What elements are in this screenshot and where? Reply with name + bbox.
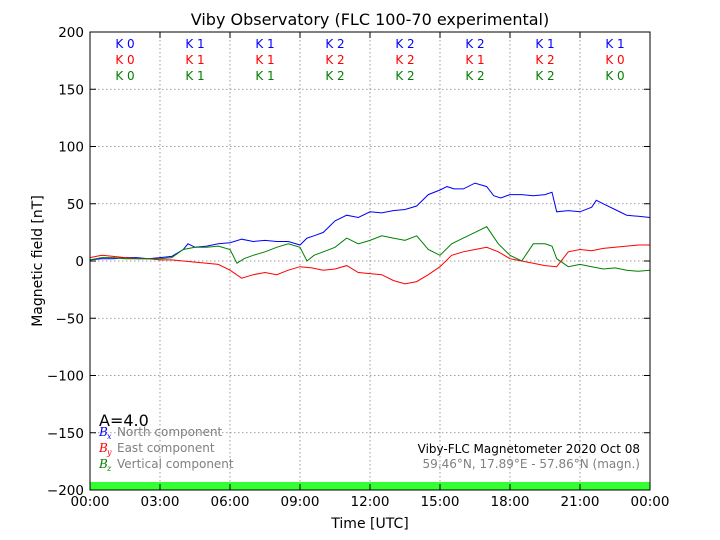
a-index-label: A=4.0 <box>99 411 149 430</box>
x-tick-label: 18:00 <box>491 494 530 510</box>
k-index-north: K 1 <box>255 37 274 51</box>
k-index-north: K 2 <box>325 37 344 51</box>
k-index-vertical: K 2 <box>395 69 414 83</box>
legend-label: Vertical component <box>117 457 234 471</box>
k-index-east: K 1 <box>465 53 484 67</box>
legend-label: North component <box>117 425 223 439</box>
legend-symbol: B <box>98 425 108 439</box>
legend-symbol: B <box>98 457 108 471</box>
location-info: 59.46°N, 17.89°E - 57.86°N (magn.) <box>423 457 640 471</box>
x-tick-label: 00:00 <box>71 494 110 510</box>
k-index-east: K 2 <box>325 53 344 67</box>
x-tick-label: 15:00 <box>421 494 460 510</box>
y-axis-label: Magnetic field [nT] <box>30 195 46 327</box>
k-index-vertical: K 2 <box>465 69 484 83</box>
k-index-east: K 2 <box>535 53 554 67</box>
series-line-north <box>89 182 651 261</box>
y-tick-label: −100 <box>47 369 84 385</box>
k-index-north: K 2 <box>465 37 484 51</box>
k-index-north: K 1 <box>535 37 554 51</box>
k-index-east: K 1 <box>185 53 204 67</box>
series-line-vertical <box>89 226 651 272</box>
k-index-north: K 1 <box>605 37 624 51</box>
series-line-east <box>89 244 650 285</box>
k-index-east: K 0 <box>605 53 624 67</box>
k-index-vertical: K 2 <box>535 69 554 83</box>
y-tick-label: 50 <box>67 197 84 213</box>
k-index-east: K 2 <box>395 53 414 67</box>
x-tick-label: 12:00 <box>351 494 390 510</box>
k-index-north: K 0 <box>115 37 134 51</box>
x-tick-label: 09:00 <box>281 494 320 510</box>
x-tick-label: 00:00 <box>631 494 670 510</box>
legend-subscript: z <box>106 464 112 473</box>
y-tick-label: 100 <box>58 140 84 156</box>
legend-label: East component <box>117 441 215 455</box>
k-index-vertical: K 0 <box>605 69 624 83</box>
legend-symbol: B <box>98 441 108 455</box>
x-axis-label: Time [UTC] <box>330 516 408 532</box>
k-index-east: K 0 <box>115 53 134 67</box>
y-tick-label: 150 <box>58 82 84 98</box>
plot-area: 00:00 03:00 06:00 09:00 12:00 15:00 18:00 21:00… <box>47 25 670 510</box>
k-index-north: K 2 <box>395 37 414 51</box>
chart-title: Viby Observatory (FLC 100-70 experimenta… <box>191 10 550 29</box>
y-tick-label: 0 <box>75 254 84 270</box>
y-tick-label: −150 <box>47 426 84 442</box>
y-tick-label: 200 <box>58 25 84 41</box>
legend-subscript: y <box>106 448 112 457</box>
k-index-north: K 1 <box>185 37 204 51</box>
k-index-east: K 1 <box>255 53 274 67</box>
k-index-vertical: K 2 <box>325 69 344 83</box>
x-tick-label: 06:00 <box>211 494 250 510</box>
y-tick-label: −50 <box>56 311 85 327</box>
y-tick-label: −200 <box>47 483 84 499</box>
x-tick-label: 21:00 <box>561 494 600 510</box>
legend-subscript: x <box>107 432 112 441</box>
magnetometer-info: Viby-FLC Magnetometer 2020 Oct 08 <box>418 442 640 456</box>
x-tick-label: 03:00 <box>141 494 180 510</box>
k-index-vertical: K 1 <box>255 69 274 83</box>
k-index-vertical: K 1 <box>185 69 204 83</box>
k-index-vertical: K 0 <box>115 69 134 83</box>
